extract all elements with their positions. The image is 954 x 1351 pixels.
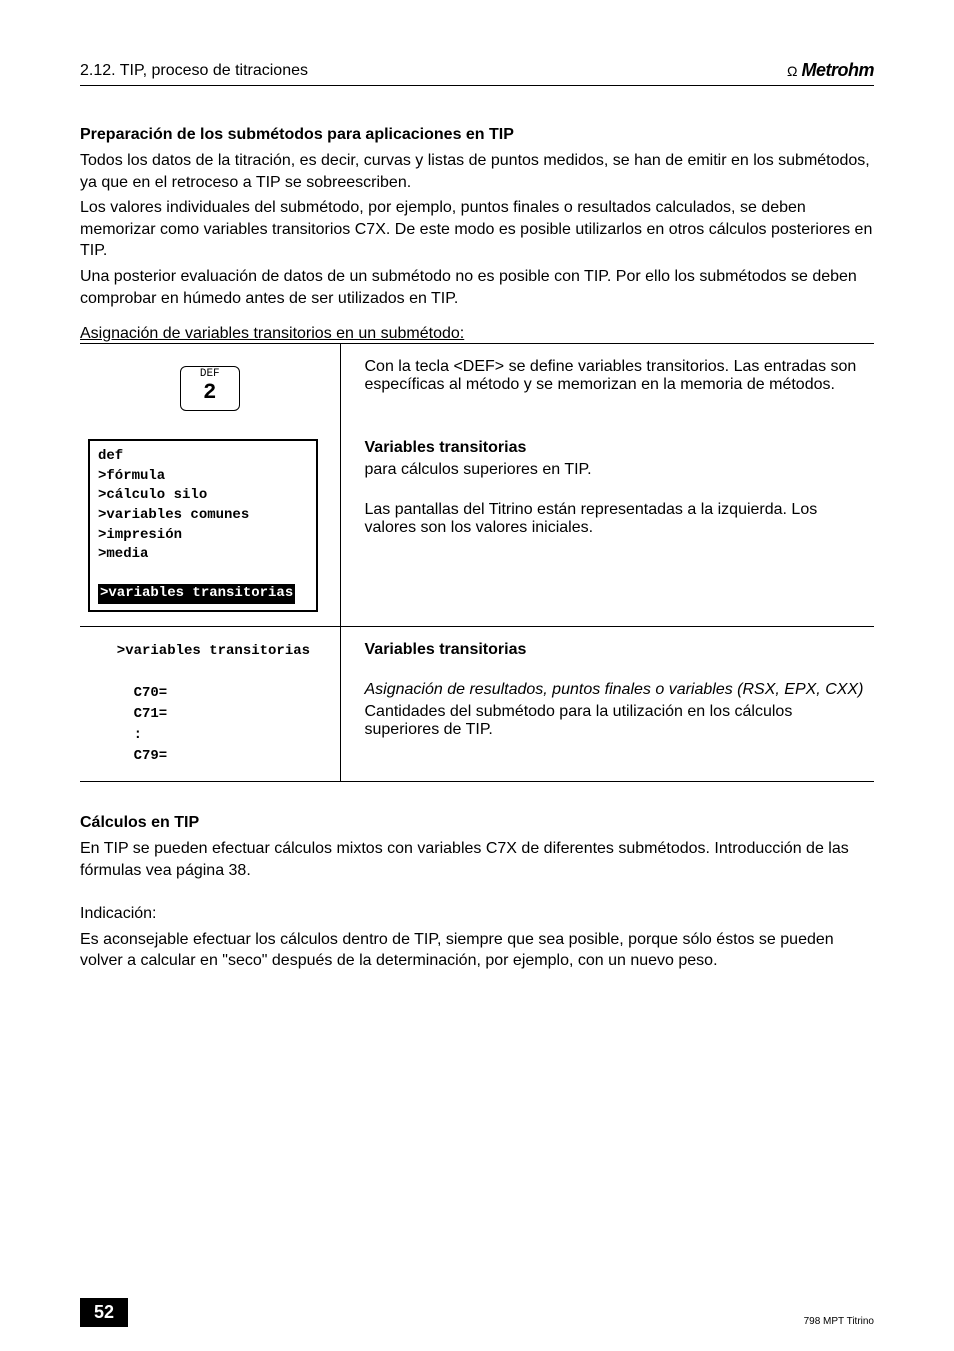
description-italic: Asignación de resultados, puntos finales… bbox=[365, 681, 871, 699]
description-text: Con la tecla <DEF> se define variables t… bbox=[365, 358, 871, 394]
page-footer: 52 798 MPT Titrino bbox=[80, 1298, 874, 1327]
paragraph: Es aconsejable efectuar los cálculos den… bbox=[80, 929, 874, 972]
logo-icon: Ω bbox=[787, 63, 797, 79]
table-row: DEF 2 Con la tecla <DEF> se define varia… bbox=[80, 344, 874, 425]
section-calculations: Cálculos en TIP En TIP se pueden efectua… bbox=[80, 814, 874, 972]
divider bbox=[80, 781, 874, 782]
instruction-table: DEF 2 Con la tecla <DEF> se define varia… bbox=[80, 344, 874, 626]
instruction-table: >variables transitorias C70= C71= : C79=… bbox=[80, 627, 874, 781]
code-line: C70= bbox=[100, 683, 336, 704]
cell-right: Con la tecla <DEF> se define variables t… bbox=[340, 344, 874, 425]
underline-heading: Asignación de variables transitorios en … bbox=[80, 325, 874, 343]
code-line: >variables comunes bbox=[98, 506, 308, 526]
paragraph: Indicación: bbox=[80, 903, 874, 925]
def-key-number: 2 bbox=[203, 380, 216, 405]
subsection-title: Variables transitorias bbox=[365, 439, 871, 457]
highlight-text: >variables transitorias bbox=[98, 584, 295, 604]
description-text: Cantidades del submétodo para la utiliza… bbox=[365, 703, 871, 739]
code-line: C79= bbox=[100, 746, 336, 767]
def-key-icon: DEF 2 bbox=[180, 366, 240, 411]
logo-text: Metrohm bbox=[802, 60, 875, 81]
code-line: >variables transitorias bbox=[100, 641, 336, 662]
code-line: C71= bbox=[100, 704, 336, 725]
doc-id: 798 MPT Titrino bbox=[804, 1316, 874, 1327]
section-preparation: Preparación de los submétodos para aplic… bbox=[80, 126, 874, 343]
description-text: para cálculos superiores en TIP. bbox=[365, 461, 871, 479]
code-line: >cálculo silo bbox=[98, 486, 308, 506]
cell-left: >variables transitorias C70= C71= : C79= bbox=[80, 627, 340, 781]
code-line: : bbox=[100, 725, 336, 746]
page-number: 52 bbox=[80, 1298, 128, 1327]
cell-right: Variables transitorias Asignación de res… bbox=[340, 627, 874, 781]
table-row: >variables transitorias C70= C71= : C79=… bbox=[80, 627, 874, 781]
code-panel: def >fórmula >cálculo silo >variables co… bbox=[88, 439, 318, 612]
cell-left: DEF 2 bbox=[80, 344, 340, 425]
subsection-title: Variables transitorias bbox=[365, 641, 871, 659]
page-header: 2.12. TIP, proceso de titraciones Ω Metr… bbox=[80, 60, 874, 86]
code-line: >impresión bbox=[98, 526, 308, 546]
paragraph: Una posterior evaluación de datos de un … bbox=[80, 266, 874, 309]
brand-logo: Ω Metrohm bbox=[787, 60, 874, 81]
paragraph: Los valores individuales del submétodo, … bbox=[80, 197, 874, 262]
cell-left: def >fórmula >cálculo silo >variables co… bbox=[80, 425, 340, 626]
code-line-highlight: >variables transitorias bbox=[98, 565, 308, 604]
code-block: >variables transitorias C70= C71= : C79= bbox=[84, 641, 336, 767]
table-row: def >fórmula >cálculo silo >variables co… bbox=[80, 425, 874, 626]
section-title: Cálculos en TIP bbox=[80, 814, 874, 832]
section-title: Preparación de los submétodos para aplic… bbox=[80, 126, 874, 144]
code-line: def bbox=[98, 447, 308, 467]
page-container: 2.12. TIP, proceso de titraciones Ω Metr… bbox=[0, 0, 954, 1016]
header-section-label: 2.12. TIP, proceso de titraciones bbox=[80, 62, 308, 80]
description-text: Las pantallas del Titrino están represen… bbox=[365, 501, 871, 537]
code-line: >fórmula bbox=[98, 467, 308, 487]
paragraph: Todos los datos de la titración, es deci… bbox=[80, 150, 874, 193]
def-key-label: DEF bbox=[181, 369, 239, 380]
cell-right: Variables transitorias para cálculos sup… bbox=[340, 425, 874, 626]
paragraph: En TIP se pueden efectuar cálculos mixto… bbox=[80, 838, 874, 881]
code-line: >media bbox=[98, 545, 308, 565]
